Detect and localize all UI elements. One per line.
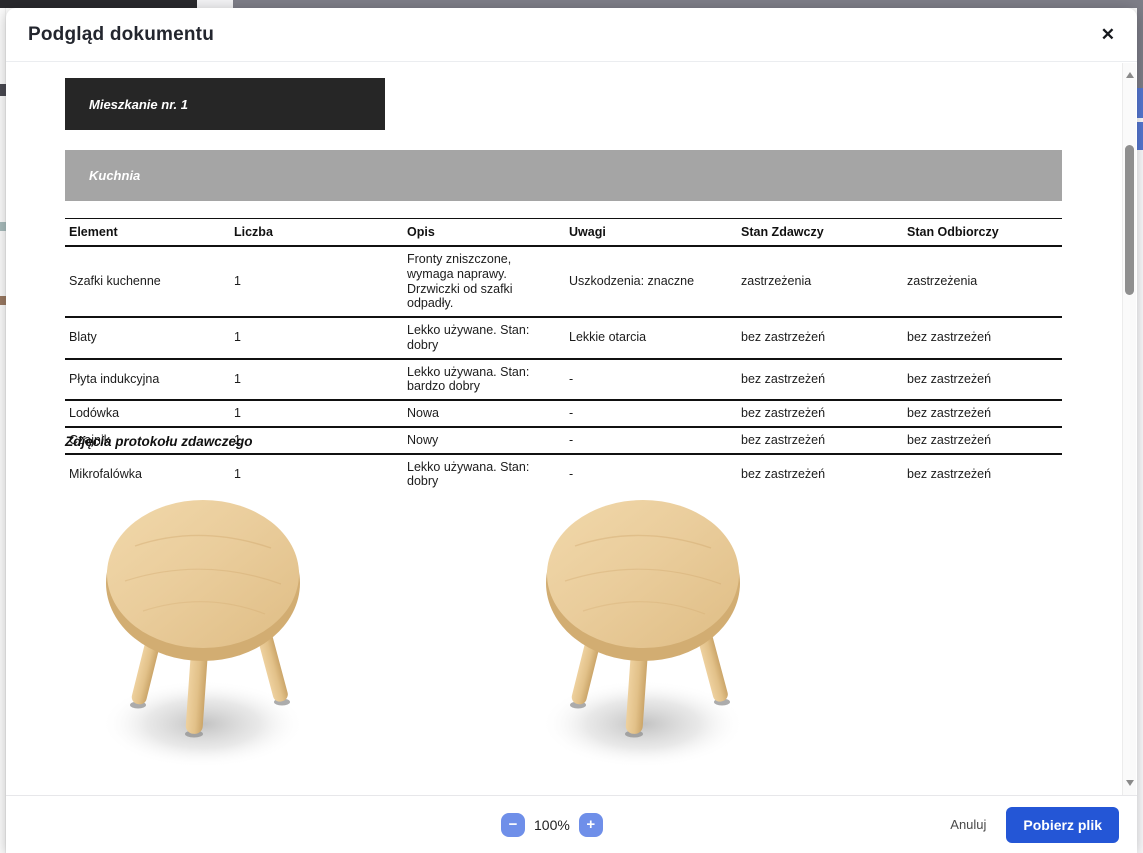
- table-cell: Lekko używane. Stan: dobry: [403, 317, 565, 360]
- background-page-right-strip: [1137, 0, 1143, 853]
- background-page-right-blue: [1137, 88, 1143, 118]
- table-cell: 1: [230, 358, 403, 401]
- table-cell: Lodówka: [65, 400, 230, 428]
- modal-title: Podgląd dokumentu: [28, 23, 215, 45]
- table-cell: 1: [230, 426, 403, 455]
- background-page-top-dark: [0, 0, 197, 8]
- table-cell: zastrzeżenia: [903, 246, 1062, 318]
- table-cell: Nowy: [403, 426, 565, 455]
- background-page-left-chip: [0, 222, 6, 231]
- scroll-down-icon[interactable]: [1126, 780, 1134, 786]
- table-cell: bez zastrzeżeń: [737, 426, 903, 455]
- column-header: Stan Zdawczy: [737, 218, 903, 247]
- column-header: Opis: [403, 218, 565, 247]
- table-cell: 1: [230, 400, 403, 428]
- table-header-row: Element Liczba Opis Uwagi Stan Zdawczy S…: [65, 218, 1062, 247]
- preview-scrollbar[interactable]: [1122, 63, 1136, 795]
- table-cell: bez zastrzeżeń: [737, 317, 903, 360]
- zoom-in-button[interactable]: +: [578, 812, 603, 837]
- table-cell: bez zastrzeżeń: [741, 466, 826, 481]
- document-preview-pane: Mieszkanie nr. 1 Kuchnia Element Liczba …: [6, 63, 1137, 795]
- background-page-right-blue: [1137, 122, 1143, 150]
- background-page-left-chip: [0, 84, 6, 96]
- close-icon[interactable]: ✕: [1100, 25, 1115, 44]
- table-cell: Nowa: [403, 400, 565, 428]
- modal-footer: − 100% + Anuluj Pobierz plik: [6, 795, 1137, 853]
- table-cell: Płyta indukcyjna: [65, 358, 230, 401]
- table-cell: -: [565, 426, 737, 455]
- table-cell: -: [569, 466, 574, 481]
- download-file-button[interactable]: Pobierz plik: [1006, 806, 1119, 843]
- table-cell: bez zastrzeżeń: [903, 358, 1062, 401]
- table-row: Płyta indukcyjna 1 Lekko używana. Stan: ba…: [65, 358, 1062, 401]
- stool-photo: [100, 499, 306, 769]
- stool-photo: [540, 499, 746, 769]
- background-page-top-light: [197, 0, 233, 8]
- apartment-section-header: Mieszkanie nr. 1: [65, 78, 385, 130]
- cancel-button[interactable]: Anuluj: [950, 817, 987, 832]
- table-row: Szafki kuchenne 1 Fronty zniszczone, wymag…: [65, 246, 1062, 318]
- table-row: Blaty 1 Lekko używane. Stan: dobry Lekkie o…: [65, 317, 1062, 360]
- background-page-left-chip: [0, 296, 6, 305]
- table-cell: Blaty: [65, 317, 230, 360]
- table-cell: Lekko używana. Stan: dobry: [407, 459, 530, 489]
- table-cell: 1: [234, 466, 241, 481]
- zoom-controls: − 100% +: [501, 796, 603, 853]
- photos-section-heading: Zdjęcia protokołu zdawczego: [65, 434, 253, 449]
- table-row: Czajnik 1 Nowy - bez zastrzeżeń bez zastrzeże…: [65, 426, 1062, 455]
- inventory-table: Element Liczba Opis Uwagi Stan Zdawczy S…: [65, 218, 1062, 494]
- column-header: Uwagi: [565, 218, 737, 247]
- table-cell: Uszkodzenia: znaczne: [565, 246, 737, 318]
- table-row: Lodówka 1 Nowa - bez zastrzeżeń bez zastrzeże…: [65, 400, 1062, 428]
- column-header: Liczba: [230, 218, 403, 247]
- table-cell: 1: [230, 246, 403, 318]
- table-cell: bez zastrzeżeń: [903, 400, 1062, 428]
- table-cell: Mikrofalówka: [69, 466, 142, 481]
- table-cell: 1: [230, 317, 403, 360]
- table-cell: bez zastrzeżeń: [903, 426, 1062, 455]
- zoom-out-button[interactable]: −: [501, 812, 525, 837]
- table-cell: zastrzeżenia: [737, 246, 903, 318]
- table-cell: bez zastrzeżeń: [903, 317, 1062, 360]
- table-cell: Lekko używana. Stan: bardzo dobry: [403, 358, 565, 401]
- table-cell: -: [565, 358, 737, 401]
- scroll-up-icon[interactable]: [1126, 72, 1134, 78]
- background-page-top-gray: [233, 0, 1143, 8]
- table-cell: bez zastrzeżeń: [737, 400, 903, 428]
- table-cell: -: [565, 400, 737, 428]
- table-cell: bez zastrzeżeń: [737, 358, 903, 401]
- footer-actions: Anuluj Pobierz plik: [950, 796, 1119, 853]
- room-section-header: Kuchnia: [65, 150, 1062, 201]
- document-preview-modal: Podgląd dokumentu ✕ Mieszkanie nr. 1 Kuc…: [6, 8, 1137, 853]
- column-header: Element: [65, 218, 230, 247]
- column-header: Stan Odbiorczy: [903, 218, 1062, 247]
- table-cell: Lekkie otarcia: [565, 317, 737, 360]
- background-page-right-gray: [1137, 0, 1143, 88]
- background-page-left-strip: [0, 8, 6, 853]
- table-cell: Szafki kuchenne: [65, 246, 230, 318]
- scrollbar-thumb[interactable]: [1125, 145, 1134, 295]
- zoom-level: 100%: [534, 816, 570, 833]
- table-cell: Czajnik: [65, 426, 230, 455]
- modal-header: Podgląd dokumentu ✕: [6, 8, 1137, 62]
- table-row: Mikrofalówka 1 Lekko używana. Stan: dobry -…: [65, 454, 1062, 495]
- table-cell: bez zastrzeżeń: [907, 466, 992, 481]
- table-cell: Fronty zniszczone, wymaga naprawy. Drzwi…: [403, 246, 565, 318]
